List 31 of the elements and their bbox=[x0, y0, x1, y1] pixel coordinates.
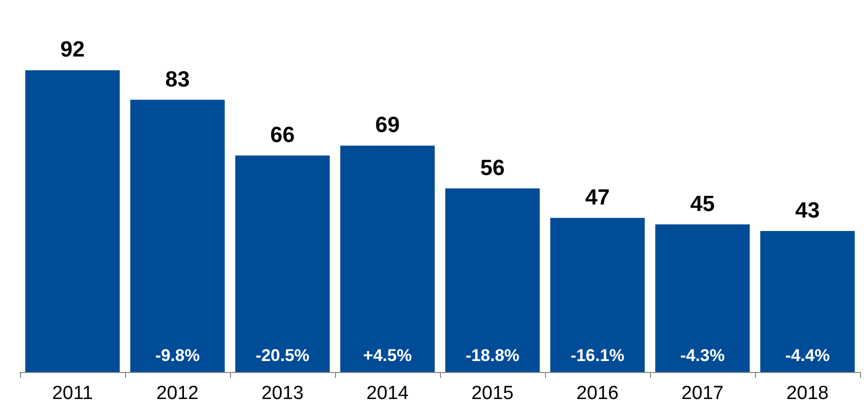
data-label: 66 bbox=[270, 122, 295, 148]
bar bbox=[235, 156, 330, 372]
x-tick-label: 2014 bbox=[366, 383, 410, 404]
data-label: 69 bbox=[375, 112, 400, 138]
annotation: -18.8% bbox=[466, 346, 520, 365]
x-tick-label: 2011 bbox=[52, 383, 93, 404]
x-tick-label: 2017 bbox=[681, 383, 724, 404]
data-label: 45 bbox=[690, 190, 715, 216]
annotation: -16.1% bbox=[570, 346, 624, 365]
annotation: +4.5% bbox=[363, 346, 412, 365]
x-tick-label: 2012 bbox=[156, 383, 199, 404]
bar bbox=[550, 218, 645, 372]
annotation: -4.4% bbox=[785, 346, 830, 365]
x-tick-label: 2018 bbox=[786, 383, 829, 404]
data-label: 47 bbox=[585, 184, 610, 210]
bar bbox=[130, 100, 225, 372]
annotation: -4.3% bbox=[680, 346, 725, 365]
bar bbox=[340, 146, 435, 372]
data-label: 92 bbox=[60, 36, 85, 62]
x-tick-label: 2013 bbox=[261, 383, 304, 404]
bar bbox=[655, 224, 750, 372]
annotation: -9.8% bbox=[155, 346, 200, 365]
data-label: 43 bbox=[795, 197, 820, 222]
bar bbox=[25, 70, 120, 372]
data-label: 56 bbox=[480, 154, 505, 180]
bar bbox=[760, 230, 855, 372]
annotation: -20.5% bbox=[256, 346, 310, 365]
x-tick-label: 2016 bbox=[576, 383, 619, 404]
data-label: 83 bbox=[165, 66, 190, 92]
x-tick-label: 2015 bbox=[471, 383, 514, 404]
bar bbox=[445, 188, 540, 372]
